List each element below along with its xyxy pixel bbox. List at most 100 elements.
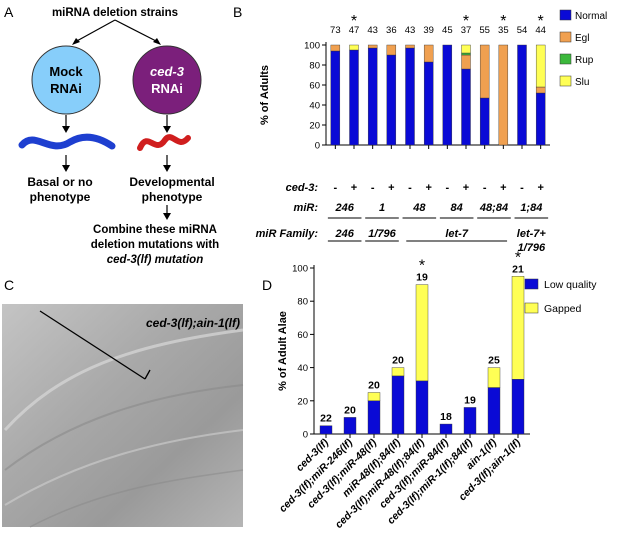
panel-b-bar-normal: [349, 49, 359, 146]
basal-label-1: Basal or no: [27, 175, 92, 189]
panel-d-n-label: 18: [440, 411, 452, 423]
panel-d-n-label: 20: [344, 404, 356, 416]
ced-label-2: RNAi: [151, 81, 183, 96]
panel-b-n-label: 44: [535, 25, 546, 36]
combine-label-2: deletion mutations with: [91, 239, 219, 251]
panel-d-bar-gapped: [391, 367, 405, 377]
panel-b-letter: B: [233, 4, 242, 20]
arrowhead-ced: [153, 38, 161, 45]
panel-b-mir-label: 48;84: [479, 202, 508, 214]
panel-b-bar-egl: [405, 44, 415, 49]
combine-label-3: ced-3(lf) mutation: [107, 254, 203, 266]
panel-b-labels: 73 47*43 36 43 39 45 37*55 35*54 44*: [330, 13, 546, 36]
panel-b-legend-label: Normal: [575, 11, 607, 22]
panel-b-ced3-sign: -: [483, 182, 487, 194]
panel-b-n-label: 36: [386, 25, 397, 36]
panel-d-significance-star: *: [419, 258, 425, 275]
panel-b-bar-rup: [461, 52, 471, 56]
basal-label-2: phenotype: [30, 190, 91, 204]
alae-bracket-tick: [144, 369, 151, 380]
panel-c-title: ced-3(lf);ain-1(lf): [146, 316, 240, 330]
panel-b-bar-slu: [349, 44, 359, 51]
panel-b-ced3-sign: -: [371, 182, 375, 194]
dev-label-2: phenotype: [142, 190, 203, 204]
panel-d-significance-star: *: [515, 249, 521, 266]
panel-b-n-label: 45: [442, 25, 453, 36]
panel-b-bar-normal: [479, 97, 490, 146]
panel-d-bar-gapped: [415, 284, 429, 382]
panel-b-bar-normal: [442, 44, 453, 146]
panel-b-legend-label: Slu: [575, 77, 589, 88]
panel-b-ytick-label: 40: [309, 101, 320, 112]
panel-d-bar-low-quality: [511, 379, 525, 435]
panel-b-bar-normal: [386, 54, 397, 146]
panel-b-ytick-label: 0: [315, 141, 320, 152]
panel-b-n-label: 54: [517, 25, 528, 36]
panel-d-ytick-label: 0: [303, 430, 308, 441]
panel-b-mir-label: 48: [412, 202, 426, 214]
panel-b-legend-swatch: [559, 75, 572, 87]
panel-b-ced3-sign: +: [463, 182, 469, 194]
micrograph-ridge-4: [29, 469, 244, 528]
micrograph-ridge-2: [4, 384, 244, 471]
panel-c-letter: C: [4, 277, 14, 293]
panel-d-ytick-label: 100: [292, 264, 308, 275]
panel-b-mir-label: 1;84: [520, 202, 542, 214]
panel-b-bar-normal: [367, 47, 378, 146]
panel-b-significance-star: *: [500, 13, 506, 30]
panel-a-letter: A: [4, 4, 14, 20]
panel-b-bar-normal: [535, 92, 546, 146]
panel-b-n-label: 43: [367, 25, 378, 36]
panel-d-legend-label: Low quality: [544, 279, 597, 291]
ced-label-1: ced-3: [150, 64, 185, 79]
panel-d-bars: [319, 276, 525, 435]
panel-b-bar-slu: [535, 44, 546, 88]
panel-d-bar-low-quality: [487, 387, 501, 435]
panel-b-n-label: 55: [479, 25, 490, 36]
panel-b-bar-normal: [405, 47, 415, 146]
panel-b-n-label: 47: [349, 25, 360, 36]
panel-d-legend-swatch: [524, 302, 539, 314]
panel-b-bar-egl: [461, 54, 471, 70]
panel-b-bar-normal: [517, 44, 527, 146]
mock-label-2: RNAi: [50, 81, 82, 96]
panel-a: A miRNA deletion strains Mock RNAi ced-3…: [4, 4, 219, 266]
panel-b-family-label: 246: [334, 228, 354, 240]
mock-rnai-circle: [31, 45, 101, 115]
panel-c: C ced-3(lf);ain-1(lf): [2, 277, 244, 528]
panel-b-ced3-sign: -: [445, 182, 449, 194]
panel-b-ced3-sign: +: [500, 182, 506, 194]
panel-d-bar-gapped: [487, 367, 501, 388]
panel-b-family-label: 1/796: [368, 228, 396, 240]
panel-b-bar-egl: [479, 44, 490, 99]
arrowhead-dev: [163, 165, 171, 172]
panel-b-genotype-rows: - + - + - + - + - + - +246 1 48 84 48;84 1;84 246 1/796 let…: [327, 182, 549, 254]
panel-b-significance-star: *: [463, 13, 469, 30]
ced3-rnai-circle: [132, 45, 202, 115]
panel-b-n-label: 37: [461, 25, 472, 36]
panel-d-n-label: 25: [488, 355, 500, 367]
panel-b-ytick-label: 20: [309, 121, 320, 132]
panel-b-family-label: 1/796: [518, 242, 546, 254]
panel-b-n-label: 39: [423, 25, 434, 36]
panel-d-n-label: 20: [392, 355, 404, 367]
panel-d-ytick-label: 40: [297, 363, 308, 374]
panel-b-ytick-label: 80: [309, 61, 320, 72]
panel-b-bar-normal: [330, 50, 341, 146]
panel-d-legend-label: Gapped: [544, 303, 582, 315]
panel-b-bar-slu: [461, 44, 471, 54]
basal-worm-icon: [18, 133, 116, 150]
panel-b-legend-swatch: [559, 53, 572, 65]
panel-d-bar-low-quality: [367, 400, 381, 435]
panel-d-legend-swatch: [524, 278, 539, 290]
panel-d-legend: Low quality Gapped: [524, 278, 597, 315]
arrowhead-combine: [163, 213, 171, 220]
panel-b-axes: 0 20 40 60 80 100: [304, 41, 550, 152]
panel-d-bar-low-quality: [343, 417, 357, 435]
panel-a-header: miRNA deletion strains: [52, 7, 178, 19]
panel-d-ylabel: % of Adult Alae: [277, 311, 289, 391]
panel-b-ced3-sign: +: [425, 182, 431, 194]
panel-d-n-label: 19: [464, 394, 476, 406]
arrow-to-ced: [114, 19, 159, 43]
panel-b-bar-egl: [330, 44, 341, 52]
